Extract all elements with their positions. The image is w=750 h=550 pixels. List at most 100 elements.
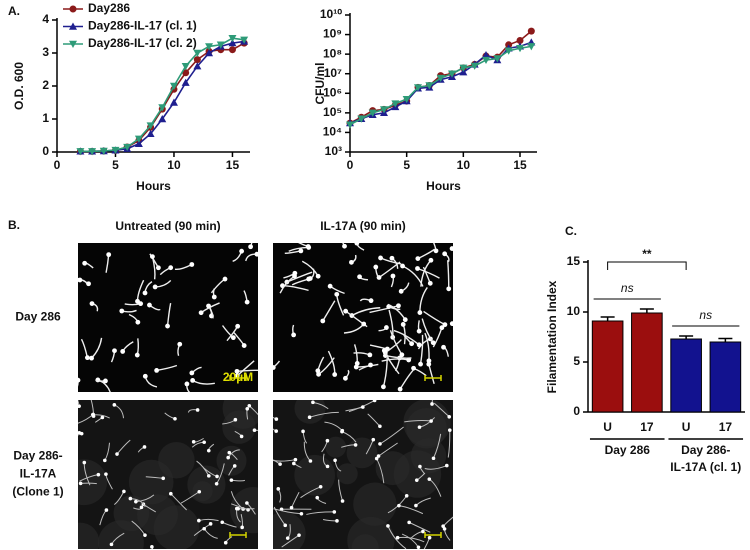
yeast-cell [234,373,240,379]
hypha [273,506,286,526]
yeast-cell [316,371,321,377]
yeast-cell [214,481,219,486]
yeast-cell [112,348,117,354]
yeast-cell [318,484,323,489]
marker [193,56,201,64]
marker [182,69,190,77]
hypha [342,243,346,247]
yeast-cell [427,280,433,286]
yeast-cell [197,518,201,523]
hypha [306,511,335,515]
yeast-cell [292,273,297,279]
hypha [273,428,277,432]
y-tick-label: 0 [573,404,580,418]
micrograph [273,243,453,392]
yeast-cell [395,535,400,540]
hypha [114,491,125,505]
yeast-cell [416,545,421,549]
marker [425,82,434,90]
x-tick-label: 17 [719,420,733,434]
yeast-cell [211,294,217,300]
yeast-cell [82,460,87,465]
yeast-cell [402,317,408,323]
yeast-cell [433,248,439,254]
yeast-cell [202,526,206,531]
yeast-cell [206,303,211,309]
yeast-cell [198,310,204,316]
yeast-cell [122,489,126,494]
x-axis-label: Hours [136,179,171,193]
yeast-cell [299,511,304,516]
yeast-cell [86,281,91,287]
y-tick-label: 10³ [325,144,342,158]
yeast-cell [441,524,445,528]
yeast-cell [373,264,379,270]
yeast-cell [154,367,160,373]
yeast-cell [320,318,326,324]
yeast-cell [411,365,416,371]
yeast-cell [430,402,434,406]
yeast-cell [103,378,108,384]
haze [113,495,150,532]
yeast-cell [427,477,432,481]
yeast-cell [354,243,360,246]
haze [294,454,336,496]
yeast-cell [134,352,140,358]
yeast-cell [222,276,228,282]
yeast-cell [197,489,202,494]
yeast-cell [191,440,196,444]
sig-bracket [607,261,687,270]
yeast-cell [235,323,241,329]
row-label: Day 286- [13,449,62,463]
yeast-cell [195,408,200,412]
yeast-cell [139,505,144,510]
y-tick-label: 10¹⁰ [320,7,342,21]
panel-label: B. [8,218,20,232]
yeast-cell [215,474,219,479]
yeast-cell [120,349,126,354]
hypha [378,442,398,457]
yeast-cell [442,251,448,257]
hypha [170,493,187,511]
y-axis-label: O.D. 600 [12,62,26,110]
marker [76,148,85,156]
hypha [431,400,433,405]
haze [192,481,213,502]
yeast-cell [442,322,448,328]
bar [631,312,663,413]
yeast-cell [89,355,94,361]
yeast-cell [368,298,374,304]
micrograph [78,400,258,549]
yeast-cell [79,431,84,436]
yeast-cell [418,361,423,367]
hypha [248,405,258,416]
yeast-cell [244,299,250,305]
yeast-cell [189,370,195,376]
yeast-cell [376,454,381,458]
yeast-cell [353,364,359,370]
yeast-cell [431,456,436,461]
hypha [78,433,82,436]
hypha [376,458,385,484]
legend-marker [69,22,77,30]
y-tick-label: 10⁴ [323,125,342,139]
hypha [419,287,428,313]
annotation: ** [642,247,652,261]
yeast-cell [311,400,315,405]
yeast-cell [397,503,401,508]
marker [368,109,377,117]
yeast-cell [150,545,154,549]
yeast-cell [104,472,108,476]
haze [128,459,174,505]
yeast-cell [378,255,383,261]
yeast-cell [367,352,373,358]
x-tick-label: 15 [513,158,527,172]
hypha [230,491,244,510]
yeast-cell [106,252,112,258]
yeast-cell [421,529,425,534]
haze [403,400,451,447]
yeast-cell [247,403,252,408]
yeast-cell [426,358,432,364]
yeast-cell [399,352,405,358]
marker [111,146,120,155]
